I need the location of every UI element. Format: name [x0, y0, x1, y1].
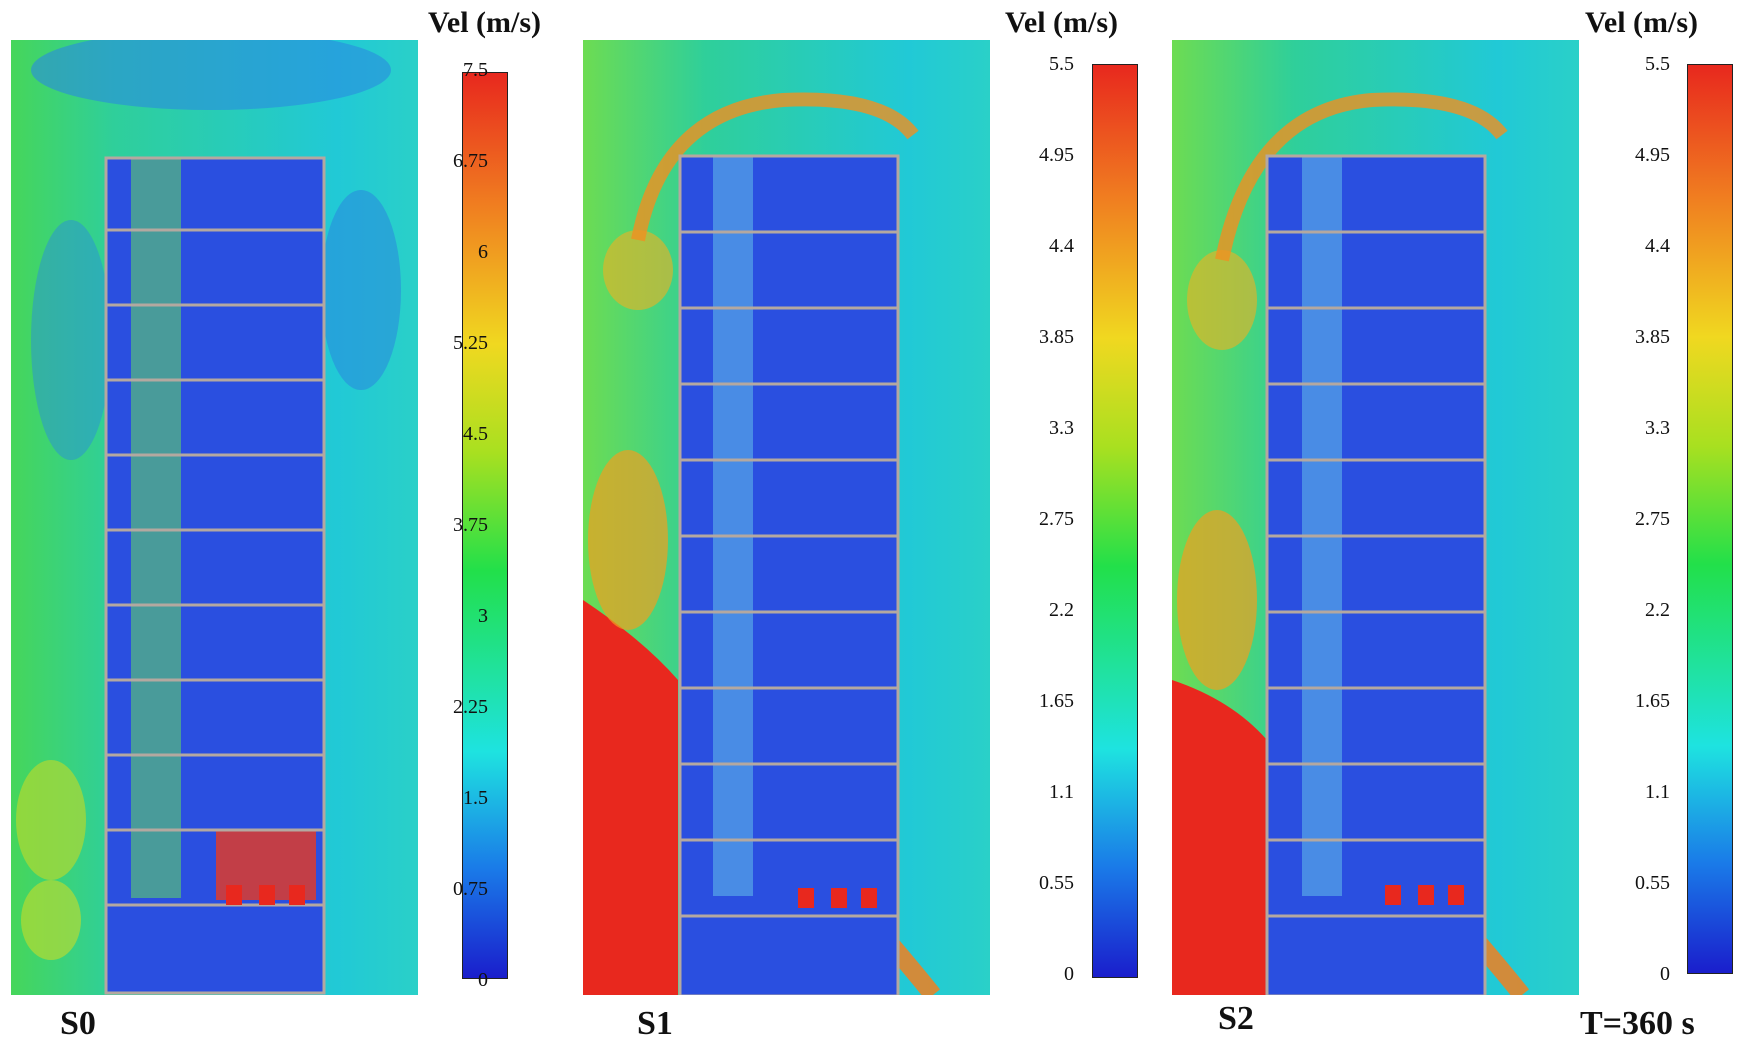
floor-lines-s2	[1265, 154, 1487, 995]
tick: 3.85	[1039, 326, 1074, 348]
tick: 4.95	[1635, 144, 1670, 166]
tick: 2.75	[1039, 508, 1074, 530]
tick: 1.65	[1635, 690, 1670, 712]
velocity-field-s1	[583, 40, 990, 995]
building-s2	[1267, 156, 1485, 995]
tick: 5.5	[1645, 53, 1670, 75]
tick: 3.3	[1049, 417, 1074, 439]
tick: 2.75	[1635, 508, 1670, 530]
tick: 1.1	[1645, 781, 1670, 803]
colorbar-title-s2: Vel (m/s)	[1585, 6, 1699, 39]
tick: 0	[1660, 963, 1670, 985]
panel-label-s0: S0	[60, 1005, 96, 1042]
tick: 1.65	[1039, 690, 1074, 712]
tick: 1.1	[1049, 781, 1074, 803]
tick: 6.75	[453, 150, 488, 172]
tick: 0	[1064, 963, 1074, 985]
tick: 4.4	[1049, 235, 1074, 257]
tick: 1.5	[463, 787, 488, 809]
tick: 2.2	[1049, 599, 1074, 621]
tick: 0.75	[453, 878, 488, 900]
tick: 3.3	[1645, 417, 1670, 439]
velocity-map-s1	[583, 40, 990, 995]
tick: 3.85	[1635, 326, 1670, 348]
tick: 2.25	[453, 696, 488, 718]
colorbar-title-s0: Vel (m/s)	[428, 6, 542, 39]
tick: 5.5	[1049, 53, 1074, 75]
fire-source-s1	[798, 888, 877, 908]
colorbar-s1	[1092, 64, 1138, 978]
tick: 4.95	[1039, 144, 1074, 166]
colorbar-s2	[1687, 64, 1733, 974]
floor-lines-s0	[104, 156, 326, 995]
velocity-map-s2	[1172, 40, 1579, 995]
building-s1	[680, 156, 898, 995]
colorbar-title-s1: Vel (m/s)	[1005, 6, 1119, 39]
velocity-map-s0	[11, 40, 418, 995]
colorbar-s0	[462, 72, 508, 979]
tick: 0	[478, 969, 488, 991]
tick: 5.25	[453, 332, 488, 354]
tick: 0.55	[1635, 872, 1670, 894]
tick: 7.5	[463, 59, 488, 81]
tick: 6	[478, 241, 488, 263]
fire-source-s0	[226, 885, 305, 905]
building-s0	[106, 158, 324, 993]
tick: 3.75	[453, 514, 488, 536]
time-label: T=360 s	[1580, 1005, 1695, 1042]
velocity-field-s0	[11, 40, 418, 995]
tick: 2.2	[1645, 599, 1670, 621]
fire-source-s2	[1385, 885, 1464, 905]
panel-label-s1: S1	[637, 1005, 673, 1042]
floor-lines-s1	[678, 154, 900, 995]
tick: 0.55	[1039, 872, 1074, 894]
tick: 3	[478, 605, 488, 627]
tick: 4.5	[463, 423, 488, 445]
tick: 4.4	[1645, 235, 1670, 257]
panel-label-s2: S2	[1218, 1000, 1254, 1037]
velocity-field-s2	[1172, 40, 1579, 995]
